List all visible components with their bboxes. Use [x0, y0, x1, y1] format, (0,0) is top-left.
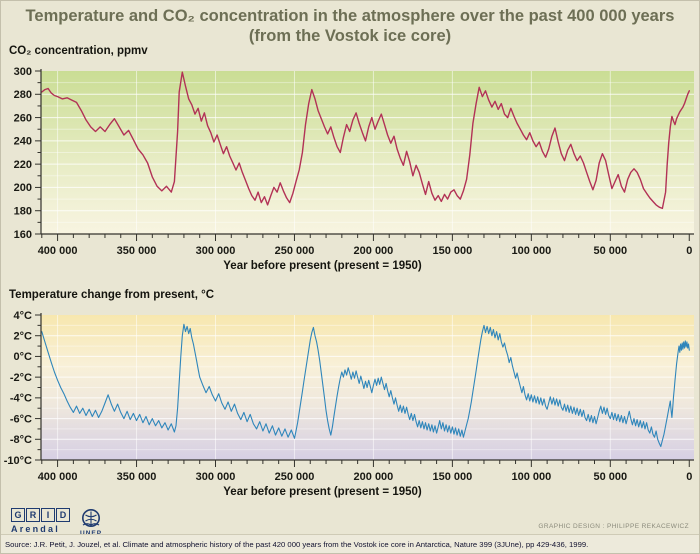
svg-text:400 000: 400 000: [38, 245, 78, 257]
svg-text:200 000: 200 000: [354, 245, 394, 257]
co2-axis-label: CO₂ concentration, ppmv: [9, 45, 148, 57]
grid-logo-letter: G: [11, 508, 25, 522]
svg-text:300 000: 300 000: [196, 245, 236, 257]
grid-logo-boxes: G R I D: [11, 508, 70, 522]
unep-logo-label: UNEP: [80, 530, 102, 537]
svg-text:0: 0: [686, 245, 692, 257]
svg-text:240: 240: [14, 136, 32, 148]
svg-text:0°C: 0°C: [14, 351, 33, 363]
svg-text:350 000: 350 000: [117, 245, 157, 257]
source-bar: Source: J.R. Petit, J. Jouzel, et al. Cl…: [1, 534, 699, 553]
source-citation: Source: J.R. Petit, J. Jouzel, et al. Cl…: [5, 540, 589, 549]
svg-text:100 000: 100 000: [511, 471, 551, 483]
temperature-axis-label: Temperature change from present, °C: [9, 289, 215, 301]
svg-text:-10°C: -10°C: [4, 455, 32, 467]
svg-text:-8°C: -8°C: [10, 434, 32, 446]
svg-text:4°C: 4°C: [14, 310, 33, 322]
svg-text:280: 280: [14, 89, 32, 101]
grid-logo-letter: R: [26, 508, 40, 522]
co2-chart: 300 280 260 240 220 200 180 160 400 000 350 000 30…: [14, 66, 694, 272]
svg-text:Year before present (present =: Year before present (present = 1950): [223, 260, 422, 272]
svg-text:300 000: 300 000: [196, 471, 236, 483]
svg-text:220: 220: [14, 159, 32, 171]
grid-logo-letter: D: [56, 508, 70, 522]
temperature-chart: 4°C 2°C 0°C -2°C -4°C -6°C -8°C -10°C 400 000 350…: [4, 310, 694, 498]
svg-text:200 000: 200 000: [354, 471, 394, 483]
svg-text:180: 180: [14, 206, 32, 218]
svg-text:150 000: 150 000: [432, 245, 472, 257]
unep-logo: UNEP: [80, 508, 102, 537]
svg-text:0: 0: [686, 471, 692, 483]
svg-text:250 000: 250 000: [275, 245, 315, 257]
svg-text:250 000: 250 000: [275, 471, 315, 483]
footer-logos: G R I D Arendal UNEP: [11, 508, 102, 537]
svg-text:300: 300: [14, 66, 32, 78]
grid-logo-letter: I: [41, 508, 55, 522]
grid-logo-name: Arendal: [11, 524, 60, 534]
svg-text:160: 160: [14, 229, 32, 241]
svg-text:260: 260: [14, 112, 32, 124]
svg-text:350 000: 350 000: [117, 471, 157, 483]
grid-arendal-logo: G R I D Arendal: [11, 508, 70, 534]
svg-text:200: 200: [14, 182, 32, 194]
page-title-line2: (from the Vostok ice core): [248, 27, 452, 45]
svg-text:50 000: 50 000: [593, 471, 627, 483]
svg-text:400 000: 400 000: [38, 471, 78, 483]
svg-text:100 000: 100 000: [511, 245, 551, 257]
page-title-line1: Temperature and CO₂ concentration in the…: [25, 7, 675, 25]
svg-text:-2°C: -2°C: [10, 372, 32, 384]
svg-text:Year before present (present =: Year before present (present = 1950): [223, 486, 422, 498]
design-credit: GRAPHIC DESIGN : PHILIPPE REKACEWICZ: [538, 523, 689, 530]
page-title: Temperature and CO₂ concentration in the…: [1, 6, 699, 46]
unep-logo-icon: [82, 509, 101, 527]
svg-text:2°C: 2°C: [14, 331, 33, 343]
svg-text:-6°C: -6°C: [10, 413, 32, 425]
svg-text:50 000: 50 000: [593, 245, 627, 257]
svg-text:150 000: 150 000: [432, 471, 472, 483]
svg-text:-4°C: -4°C: [10, 393, 32, 405]
